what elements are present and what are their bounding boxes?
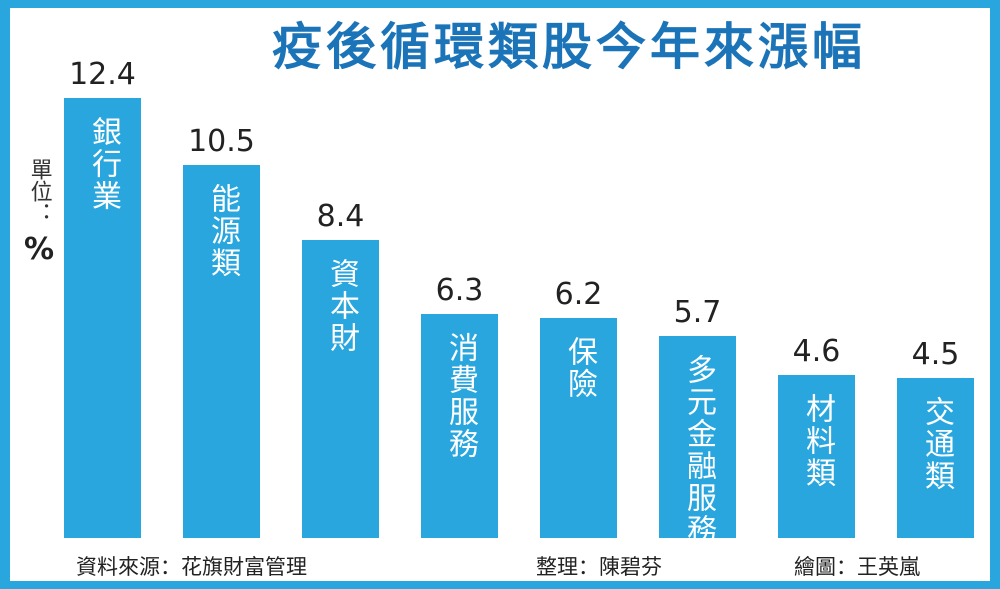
bar-category-label: 保險 bbox=[562, 336, 597, 400]
bar-value-label: 6.2 bbox=[554, 277, 603, 312]
unit-text: 單位： bbox=[26, 158, 52, 224]
bar-category-label: 資本財 bbox=[324, 258, 359, 354]
bar-category-label: 多元金融服務 bbox=[681, 354, 716, 546]
bar-value-label: 5.7 bbox=[673, 295, 722, 330]
bar-category-label: 消費服務 bbox=[443, 332, 478, 460]
bar-category-label: 材料類 bbox=[800, 393, 835, 489]
bar bbox=[897, 378, 974, 538]
bar-group: 銀行業 12.4 能源類 10.5 資本財 8.4 消費服務 6.3 保險 6.2 多元金融服務 5.… bbox=[10, 8, 990, 581]
bar bbox=[421, 314, 498, 538]
bar-category-label: 交通類 bbox=[919, 396, 954, 492]
bar-value-label: 4.5 bbox=[911, 337, 960, 372]
bar-value-label: 8.4 bbox=[316, 199, 365, 234]
bar-value-label: 10.5 bbox=[188, 124, 255, 159]
bar-value-label: 12.4 bbox=[69, 57, 136, 92]
illustrator-credit: 繪圖：王英嵐 bbox=[794, 555, 920, 579]
bar bbox=[183, 165, 260, 538]
bar bbox=[302, 240, 379, 538]
bar-value-label: 6.3 bbox=[435, 273, 484, 308]
bar bbox=[778, 375, 855, 538]
bar bbox=[64, 98, 141, 538]
bar-category-label: 能源類 bbox=[205, 183, 240, 279]
bar-value-label: 4.6 bbox=[792, 334, 841, 369]
bar bbox=[540, 318, 617, 538]
editor-credit: 整理：陳碧芬 bbox=[536, 555, 662, 579]
chart-title: 疫後循環類股今年來漲幅 bbox=[272, 18, 866, 76]
bar-category-label: 銀行業 bbox=[86, 116, 121, 212]
bar bbox=[659, 336, 736, 538]
chart-frame: 疫後循環類股今年來漲幅 單位： % 銀行業 12.4 能源類 10.5 資本財 8.4 消費… bbox=[10, 8, 990, 581]
source-credit: 資料來源：花旗財富管理 bbox=[76, 555, 307, 579]
